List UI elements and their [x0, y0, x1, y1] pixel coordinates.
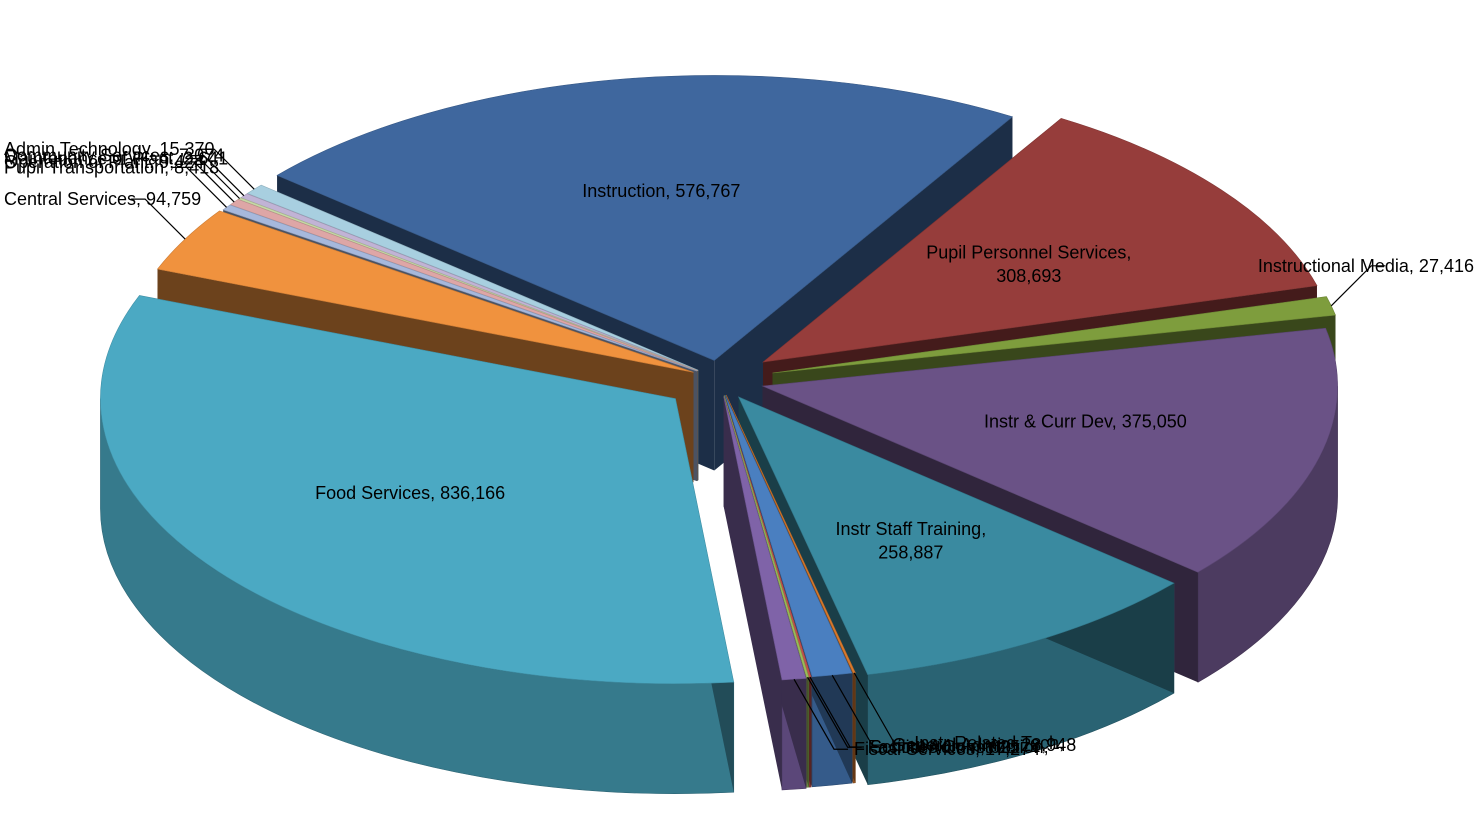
leader-fiscal-services — [793, 678, 849, 750]
label-pupil-personnel-services: Pupil Personnel Services, 308,693 — [926, 243, 1131, 286]
label-instr-related-tech: Instr Related Tech, - — [914, 733, 1075, 753]
slice-top-instruction — [276, 75, 1014, 361]
leader-facilities-construction — [807, 676, 862, 748]
label-facilities-construction: Facilities Construction, - — [868, 737, 1060, 757]
leader-lines-layer — [131, 148, 1386, 750]
label-instructional-media: Instructional Media, 27,416 — [1258, 256, 1474, 276]
leader-instructional-media — [1330, 265, 1386, 307]
leader-pupil-transportation — [172, 166, 227, 208]
slices-layer — [100, 75, 1338, 794]
slice-top-central-services — [156, 210, 694, 373]
leader-general-admin — [831, 674, 887, 746]
leader-operation-of-plant — [180, 161, 235, 203]
label-admin-technology: Admin Technology, 15,370 — [4, 139, 214, 159]
slice-top-instr-related-tech — [725, 394, 856, 674]
slice-food-services — [100, 295, 735, 794]
slice-top-instr-staff-training — [737, 396, 1175, 675]
slice-top-instr-and-curr-dev — [761, 327, 1338, 573]
leader-central-services — [131, 198, 186, 240]
slice-top-fiscal-services — [723, 396, 807, 681]
label-food-services: Food Services, 836,166 — [315, 483, 505, 503]
label-instr-staff-training: Instr Staff Training, 258,887 — [835, 519, 986, 562]
label-instr-and-curr-dev: Instr & Curr Dev, 375,050 — [984, 412, 1187, 432]
label-school-admin: School Admin, 625 — [870, 737, 1020, 757]
label-central-services: Central Services, 94,759 — [4, 189, 201, 209]
slice-top-instructional-media — [772, 296, 1336, 374]
slice-fiscal-services — [723, 396, 807, 791]
label-fiscal-services: Fiscal Services, 17,274 — [854, 739, 1040, 759]
slice-top-pupil-transportation — [222, 204, 698, 372]
slice-top-food-services — [100, 295, 735, 684]
label-operation-of-plant: Operation of Plant, 9,424 — [4, 152, 204, 172]
label-pupil-transportation: Pupil Transportation, 8,418 — [4, 157, 219, 177]
leader-instr-related-tech — [853, 672, 909, 744]
leader-maintenance-of-plant — [185, 157, 240, 199]
slice-top-pupil-personnel-services — [762, 118, 1318, 363]
leader-community-services — [189, 155, 245, 197]
label-community-services: Community Services, 7,074 — [4, 146, 224, 166]
label-general-admin: General Admin, 28,948 — [892, 735, 1076, 755]
label-maintenance-of-plant: Maintenance of Plant, 2,641 — [4, 148, 228, 168]
label-instruction: Instruction, 576,767 — [582, 181, 740, 201]
leader-admin-technology — [200, 148, 255, 190]
slice-wall-fiscal-services-1 — [723, 396, 782, 790]
slice-top-facilities-construction — [723, 395, 810, 678]
labels-layer: Instruction, 576,767 Pupil Personnel Serv… — [4, 139, 1474, 759]
